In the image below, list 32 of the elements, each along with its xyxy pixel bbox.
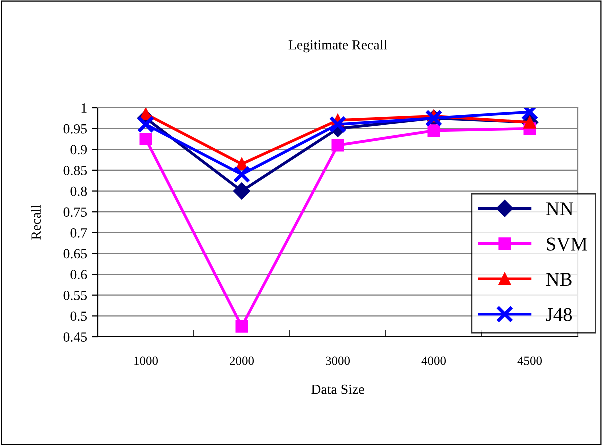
point [332, 139, 344, 152]
point [140, 132, 152, 146]
y-tick-label: 0.7 [70, 228, 88, 238]
x-tick-label: 1000 [134, 356, 158, 366]
y-tick-label: 0.55 [64, 290, 88, 300]
legend-label: NN [546, 202, 574, 216]
y-axis-title: Recall [31, 205, 42, 240]
x-tick-label: 4500 [518, 356, 542, 366]
x-tick-label: 4000 [422, 356, 446, 366]
x-axis-title: Data Size [312, 384, 364, 394]
y-tick-label: 0.8 [70, 186, 88, 196]
y-tick-label: 1 [82, 104, 87, 113]
point [233, 166, 251, 184]
y-tick-label: 0.85 [64, 166, 88, 176]
x-tick-label: 2000 [230, 356, 254, 366]
y-tick-label: 0.6 [70, 270, 88, 280]
y-tick-label: 0.5 [70, 312, 88, 322]
y-tick-label: 0.45 [64, 332, 88, 342]
point [137, 116, 155, 134]
y-tick-label: 0.75 [64, 208, 88, 218]
y-tick-label: 0.9 [70, 145, 88, 155]
y-tick-label: 0.95 [64, 124, 88, 134]
point [329, 116, 347, 134]
point [233, 182, 251, 200]
legend-label: SVM [547, 238, 588, 251]
chart-title: Legitimate Recall [288, 40, 388, 53]
point [236, 320, 248, 333]
legend-label: NB [546, 273, 572, 286]
y-tick-label: 0.65 [64, 249, 88, 259]
point [428, 124, 440, 138]
x-tick-label: 3000 [326, 356, 350, 366]
legend-label: J48 [546, 308, 572, 322]
